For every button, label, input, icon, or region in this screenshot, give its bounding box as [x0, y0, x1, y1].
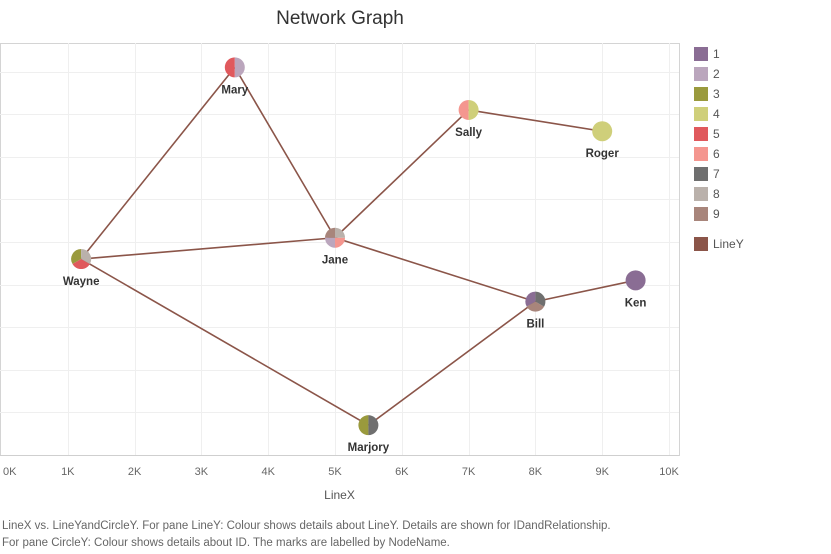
node-slice [81, 249, 92, 265]
node-label: Jane [322, 255, 348, 267]
legend-swatch [694, 237, 708, 251]
legend-label: 9 [713, 207, 720, 221]
legend-item[interactable]: 5 [694, 124, 744, 144]
edge-line [80, 66, 236, 260]
node-label: Ken [625, 297, 647, 309]
edge-line [234, 66, 336, 239]
node-slice [234, 57, 245, 78]
legend-item[interactable]: 7 [694, 164, 744, 184]
node-slice [368, 415, 379, 436]
legend-item[interactable]: 4 [694, 104, 744, 124]
legend-label: 8 [713, 187, 720, 201]
legend-label: 3 [713, 87, 720, 101]
x-tick-label: 4K [261, 466, 275, 478]
legend-item[interactable]: 8 [694, 184, 744, 204]
node [592, 121, 613, 142]
legend-label: 2 [713, 67, 720, 81]
edge-line [334, 109, 470, 239]
legend-gap [694, 224, 744, 234]
node-slice [592, 121, 613, 142]
edge-line [468, 109, 603, 133]
legend-item[interactable]: LineY [694, 234, 744, 254]
network-plot: 0K 1K 2K 3K 4K 5K 6K 7K 8K 9K 10K LineX Mary Sally Rog… [0, 43, 680, 502]
x-tick-label: 5K [328, 466, 342, 478]
x-tick-label: 1K [61, 466, 75, 478]
node-slice [325, 227, 335, 238]
legend: 1 2 3 4 5 6 7 8 9 LineY [694, 44, 744, 254]
node-slice [625, 270, 646, 291]
x-tick-label: 8K [529, 466, 543, 478]
edge-line [535, 279, 636, 303]
legend-label: LineY [713, 237, 744, 251]
node-label: Bill [526, 319, 544, 331]
x-tick-label: 7K [462, 466, 476, 478]
node-label: Mary [221, 84, 248, 96]
legend-item[interactable]: 9 [694, 204, 744, 224]
legend-swatch [694, 67, 708, 81]
x-tick-label: 2K [128, 466, 142, 478]
node-slice [468, 99, 479, 120]
x-tick-label: 0K [3, 466, 17, 478]
node [325, 227, 345, 248]
caption-line-1: LineX vs. LineYandCircleY. For pane Line… [2, 520, 611, 532]
legend-swatch [694, 147, 708, 161]
x-axis-title: LineX [324, 488, 355, 502]
node-slice [358, 415, 369, 436]
node-label: Marjory [348, 442, 390, 454]
legend-swatch [694, 127, 708, 141]
legend-label: 6 [713, 147, 720, 161]
node [525, 291, 546, 312]
legend-swatch [694, 207, 708, 221]
legend-item[interactable]: 6 [694, 144, 744, 164]
x-tick-label: 10K [659, 466, 679, 478]
node-slice [525, 291, 536, 307]
node-label: Sally [455, 127, 482, 139]
plot-area [0, 43, 680, 456]
edge-line [334, 236, 536, 303]
edge-line [80, 258, 369, 426]
x-tick-label: 3K [195, 466, 209, 478]
node-slice [71, 249, 82, 265]
node-slice [325, 237, 335, 248]
node [224, 57, 245, 78]
node [625, 270, 646, 291]
node [458, 99, 479, 120]
x-tick-label: 6K [395, 466, 409, 478]
node-slice [224, 57, 235, 78]
legend-label: 7 [713, 167, 720, 181]
node [71, 249, 92, 270]
node-slice [335, 227, 345, 238]
edge-line [81, 236, 336, 260]
legend-swatch [694, 187, 708, 201]
legend-item[interactable]: 2 [694, 64, 744, 84]
legend-swatch [694, 87, 708, 101]
chart-title: Network Graph [276, 8, 404, 29]
x-tick-label: 9K [595, 466, 609, 478]
node [358, 415, 379, 436]
node-label: Wayne [63, 276, 100, 288]
legend-swatch [694, 167, 708, 181]
legend-swatch [694, 107, 708, 121]
legend-item[interactable]: 3 [694, 84, 744, 104]
edge-line [367, 300, 536, 426]
legend-label: 5 [713, 127, 720, 141]
legend-item[interactable]: 1 [694, 44, 744, 64]
node-slice [535, 291, 546, 307]
legend-label: 1 [713, 47, 720, 61]
node-slice [458, 99, 469, 120]
node-slice [526, 301, 545, 312]
node-label: Roger [586, 148, 620, 160]
caption-line-2: For pane CircleY: Colour shows details a… [2, 537, 450, 549]
legend-swatch [694, 47, 708, 61]
legend-label: 4 [713, 107, 720, 121]
node-slice [335, 237, 345, 248]
chart-caption: LineX vs. LineYandCircleY. For pane Line… [2, 518, 611, 552]
